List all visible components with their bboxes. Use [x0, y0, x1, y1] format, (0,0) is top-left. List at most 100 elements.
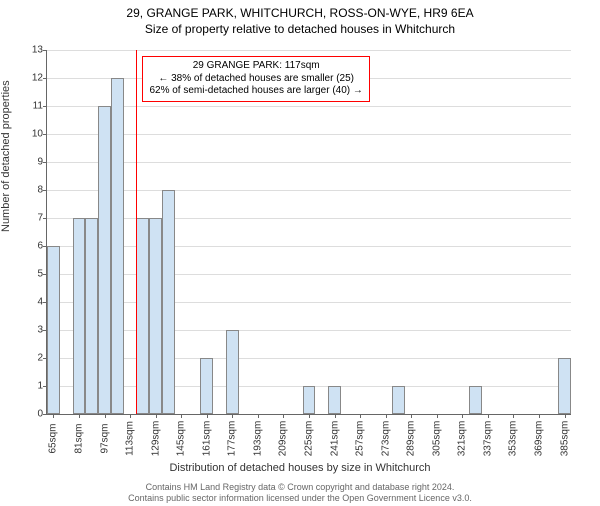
x-tick-label: 177sqm	[227, 421, 238, 457]
x-tick-label: 209sqm	[278, 421, 289, 457]
y-tick-mark	[43, 218, 47, 219]
bar	[47, 246, 60, 414]
highlight-line	[136, 50, 137, 414]
y-tick-label: 9	[21, 157, 43, 168]
x-tick-label: 369sqm	[534, 421, 545, 457]
grid-line	[47, 50, 571, 51]
y-tick-label: 1	[21, 381, 43, 392]
x-tick-mark	[360, 414, 361, 418]
x-tick-mark	[232, 414, 233, 418]
x-tick-label: 241sqm	[329, 421, 340, 457]
x-tick-mark	[437, 414, 438, 418]
footer-line-1: Contains HM Land Registry data © Crown c…	[0, 482, 600, 493]
bar	[303, 386, 316, 414]
x-tick-label: 193sqm	[252, 421, 263, 457]
callout-line-3: 62% of semi-detached houses are larger (…	[149, 85, 362, 98]
bar	[85, 218, 98, 414]
x-tick-mark	[411, 414, 412, 418]
x-tick-mark	[488, 414, 489, 418]
x-tick-mark	[156, 414, 157, 418]
grid-line	[47, 106, 571, 107]
x-tick-label: 225sqm	[304, 421, 315, 457]
grid-line	[47, 162, 571, 163]
x-tick-label: 273sqm	[380, 421, 391, 457]
callout-line-2: ← 38% of detached houses are smaller (25…	[149, 73, 362, 86]
chart-plot-area: 01234567891011121365sqm81sqm97sqm113sqm1…	[46, 50, 571, 415]
chart-title-subtitle: Size of property relative to detached ho…	[0, 22, 600, 36]
bar	[136, 218, 149, 414]
x-tick-label: 289sqm	[406, 421, 417, 457]
x-tick-label: 353sqm	[508, 421, 519, 457]
y-axis-label: Number of detached properties	[0, 80, 12, 232]
x-tick-mark	[258, 414, 259, 418]
y-tick-label: 11	[21, 101, 43, 112]
y-tick-mark	[43, 162, 47, 163]
x-tick-label: 113sqm	[125, 421, 136, 456]
x-tick-mark	[539, 414, 540, 418]
grid-line	[47, 302, 571, 303]
y-tick-label: 0	[21, 409, 43, 420]
chart-title-address: 29, GRANGE PARK, WHITCHURCH, ROSS-ON-WYE…	[0, 6, 600, 20]
x-tick-label: 129sqm	[150, 421, 161, 457]
bar	[98, 106, 111, 414]
bar	[111, 78, 124, 414]
y-tick-label: 3	[21, 325, 43, 336]
x-tick-label: 385sqm	[559, 421, 570, 457]
x-tick-mark	[335, 414, 336, 418]
x-tick-mark	[309, 414, 310, 418]
grid-line	[47, 274, 571, 275]
y-tick-label: 2	[21, 353, 43, 364]
x-tick-mark	[53, 414, 54, 418]
y-tick-mark	[43, 134, 47, 135]
bar	[558, 358, 571, 414]
x-tick-mark	[283, 414, 284, 418]
x-tick-mark	[565, 414, 566, 418]
grid-line	[47, 134, 571, 135]
grid-line	[47, 358, 571, 359]
x-tick-mark	[79, 414, 80, 418]
bar	[162, 190, 175, 414]
bar	[200, 358, 213, 414]
x-tick-mark	[462, 414, 463, 418]
y-tick-label: 8	[21, 185, 43, 196]
x-tick-label: 65sqm	[48, 423, 59, 453]
y-tick-label: 6	[21, 241, 43, 252]
grid-line	[47, 218, 571, 219]
x-tick-label: 257sqm	[355, 421, 366, 457]
y-tick-mark	[43, 50, 47, 51]
footer-line-2: Contains public sector information licen…	[0, 493, 600, 504]
footer-attribution: Contains HM Land Registry data © Crown c…	[0, 482, 600, 504]
bar	[328, 386, 341, 414]
x-tick-mark	[207, 414, 208, 418]
bar	[392, 386, 405, 414]
y-tick-label: 7	[21, 213, 43, 224]
x-tick-label: 337sqm	[482, 421, 493, 457]
y-tick-label: 10	[21, 129, 43, 140]
x-tick-mark	[386, 414, 387, 418]
y-tick-mark	[43, 414, 47, 415]
grid-line	[47, 330, 571, 331]
bar	[149, 218, 162, 414]
y-tick-mark	[43, 190, 47, 191]
y-tick-label: 4	[21, 297, 43, 308]
grid-line	[47, 190, 571, 191]
bar	[73, 218, 86, 414]
x-axis-label: Distribution of detached houses by size …	[0, 462, 600, 474]
x-tick-label: 97sqm	[99, 423, 110, 453]
x-tick-mark	[130, 414, 131, 418]
x-tick-label: 321sqm	[457, 421, 468, 457]
x-tick-mark	[181, 414, 182, 418]
bar	[469, 386, 482, 414]
callout-box: 29 GRANGE PARK: 117sqm← 38% of detached …	[142, 56, 369, 102]
x-tick-label: 145sqm	[176, 421, 187, 457]
callout-line-1: 29 GRANGE PARK: 117sqm	[149, 60, 362, 73]
y-tick-label: 5	[21, 269, 43, 280]
y-tick-mark	[43, 78, 47, 79]
grid-line	[47, 246, 571, 247]
y-tick-mark	[43, 106, 47, 107]
x-tick-label: 81sqm	[73, 423, 84, 453]
bar	[226, 330, 239, 414]
y-tick-label: 12	[21, 73, 43, 84]
x-tick-mark	[105, 414, 106, 418]
y-tick-label: 13	[21, 45, 43, 56]
